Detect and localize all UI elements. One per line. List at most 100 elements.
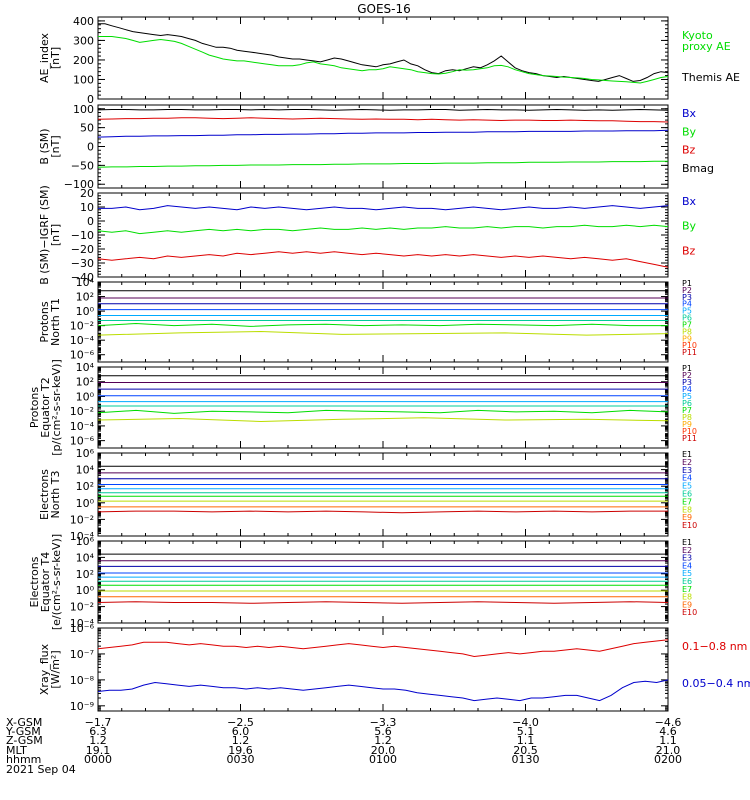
y-axis-label: Electrons [38,469,51,520]
legend-entry: P11 [682,434,697,443]
legend-entry: E6 [682,577,692,586]
series-line [97,639,669,658]
y-tick-label: 10⁻⁴ [70,420,95,433]
y-tick-label: 10⁻² [70,513,94,526]
legend-entry: By [682,125,697,138]
panel-frame [97,627,669,712]
y-axis-label: Equator T4 [39,552,52,612]
y-tick-label: 10⁻⁴ [70,617,95,630]
panel-frame [97,16,669,100]
legend-entry: E2 [682,546,692,555]
panel-8: 10⁻⁹ 10⁻⁸ 10⁻⁷ 10⁻⁶ Xray_flux[W/m²] 0.1−0.8 n… [38,622,750,713]
y-tick-label: 400 [73,15,94,28]
legend-entry: Bz [682,144,696,157]
legend-entry: P9 [682,420,692,429]
legend-entry: E8 [682,593,692,602]
legend-entry: E6 [682,490,692,499]
footer-label: Y-GSM [5,725,41,738]
y-tick-label: 10⁻² [70,405,94,418]
y-tick-label: 10⁰ [76,584,95,597]
panel-frame [97,540,669,624]
y-tick-label: 10⁻⁴ [70,530,95,543]
y-tick-label: 10⁻⁹ [70,700,94,713]
legend-entry: E2 [682,458,692,467]
y-tick-label: 10⁻² [70,320,94,333]
panel-frame [97,192,669,278]
y-axis-label: B (SM)−IGRF (SM) [38,185,51,285]
footer-value: −4.6 [655,716,682,729]
footer-value: 1.1 [659,734,677,747]
legend-entry: E10 [682,608,697,617]
y-tick-label: 10⁻² [70,601,94,614]
legend-entry: E3 [682,554,692,563]
y-axis-label: [nT] [49,224,62,246]
legend-entry: E5 [682,482,692,491]
y-tick-label: 10² [76,376,94,389]
footer-value: 0100 [369,753,397,766]
series-line [97,409,669,414]
y-axis-label: [nT] [49,135,62,157]
y-tick-label: −10 [71,229,94,242]
y-tick-label: 10⁰ [76,305,95,318]
legend-entry: E5 [682,569,692,578]
footer-label: hhmm [6,753,41,766]
footer-value: −4.0 [512,716,539,729]
legend-entry: P5 [682,392,692,401]
legend-entry: Themis AE [681,71,740,84]
footer-value: 1.2 [89,734,107,747]
y-tick-label: 0 [87,215,94,228]
footer-value: 0130 [512,753,540,766]
legend-entry: By [682,220,697,233]
legend-entry: P8 [682,413,692,422]
legend-entry: P5 [682,307,692,316]
footer-value: 1.2 [374,734,392,747]
y-axis-label: Equator T2 [39,377,52,437]
legend-entry: E4 [682,474,692,483]
series-line [98,36,669,84]
legend-entry: E3 [682,466,692,475]
y-tick-label: 10⁴ [76,464,95,477]
y-axis-label: Xray_flux [38,643,51,695]
legend-entry: 0.05−0.4 nm [682,677,750,690]
series-line [97,510,668,514]
y-tick-label: 10⁶ [76,447,95,460]
legend-entry: P6 [682,399,692,408]
footer-label: 2021 Sep 04 [6,763,76,776]
footer-value: 6.0 [232,725,250,738]
y-axis-label: Electrons [28,556,41,607]
footer-value: −3.3 [370,716,397,729]
footer-value: 19.6 [228,744,253,757]
y-tick-label: 10² [76,568,94,581]
legend-entry: Kyoto [682,29,713,42]
footer-value: −1.7 [85,716,112,729]
chart-title: GOES-16 [357,2,411,16]
y-tick-label: 10² [76,480,94,493]
legend-entry: E9 [682,600,692,609]
series-line [97,160,668,168]
legend-entry: P1 [682,279,692,288]
y-axis-label: [nT] [49,47,62,69]
series-line [97,129,669,138]
legend-entry: E1 [682,450,692,459]
footer-value: 19.1 [86,744,111,757]
legend-entry: proxy AE [682,40,731,53]
legend-entry: E1 [682,538,692,547]
footer-value: 0000 [84,753,112,766]
y-axis-label: [W/m²] [49,650,62,688]
y-axis-label: [e/(cm²-s-sr-keV)] [50,534,63,630]
legend-entry: P2 [682,371,692,380]
y-tick-label: 10⁻⁶ [70,435,95,448]
panel-frame [97,281,669,363]
legend-entry: P8 [682,327,692,336]
legend-entry: P10 [682,427,697,436]
series-line [97,417,669,423]
y-tick-label: 10⁰ [76,497,95,510]
footer-value: 1.1 [517,734,535,747]
footer-value: 0030 [227,753,255,766]
series-line [97,224,669,235]
